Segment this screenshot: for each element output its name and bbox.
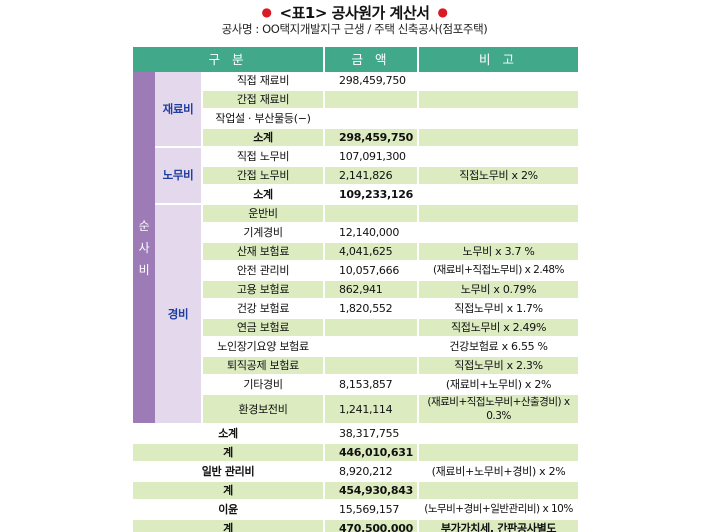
summary-amount: 446,010,631 bbox=[323, 444, 418, 463]
row-item: 기계경비 bbox=[201, 224, 324, 243]
row-amount bbox=[323, 91, 418, 110]
row-note: 직접노무비 x 2% bbox=[417, 167, 579, 186]
row-note: (재료비+노무비) x 2% bbox=[417, 376, 579, 395]
row-note: 노무비 x 3.7 % bbox=[417, 243, 579, 262]
summary-label: 일반 관리비 bbox=[133, 463, 324, 482]
section-expense: 경비 bbox=[155, 205, 201, 425]
row-note bbox=[417, 72, 579, 91]
direct-cost-char: 비 bbox=[138, 262, 150, 277]
row-note bbox=[417, 129, 579, 148]
direct-cost-char: 사 bbox=[138, 240, 150, 255]
cost-table: 구 분 금 액 비 고 순 사 비 재료비 직접 재료비 298,459,750… bbox=[133, 47, 579, 532]
row-amount: 8,153,857 bbox=[323, 376, 418, 395]
row-amount bbox=[323, 357, 418, 376]
row-item: 노인장기요양 보험료 bbox=[201, 338, 324, 357]
row-note: 직접노무비 x 2.49% bbox=[417, 319, 579, 338]
row-item: 기타경비 bbox=[201, 376, 324, 395]
row-note: (재료비+직접노무비) x 2.48% bbox=[417, 262, 579, 281]
row-amount: 12,140,000 bbox=[323, 224, 418, 243]
title-bullet-right-icon: ● bbox=[437, 5, 448, 19]
subtotal-amount: 109,233,126 bbox=[323, 186, 418, 205]
title-bullet-left-icon: ● bbox=[261, 5, 272, 19]
row-note bbox=[417, 148, 579, 167]
summary-label: 계 bbox=[133, 444, 324, 463]
row-item: 작업설 · 부산물등(−) bbox=[201, 110, 324, 129]
row-item: 간접 재료비 bbox=[201, 91, 324, 110]
row-item: 안전 관리비 bbox=[201, 262, 324, 281]
row-amount: 1,241,114 bbox=[323, 395, 418, 425]
row-item: 연금 보험료 bbox=[201, 319, 324, 338]
row-note bbox=[417, 110, 579, 129]
row-amount bbox=[323, 110, 418, 129]
row-amount: 107,091,300 bbox=[323, 148, 418, 167]
summary-label: 계 bbox=[133, 482, 324, 501]
summary-note bbox=[417, 482, 579, 501]
direct-cost-label: 순 사 비 bbox=[133, 72, 155, 425]
row-item: 간접 노무비 bbox=[201, 167, 324, 186]
row-note bbox=[417, 91, 579, 110]
row-item: 산재 보험료 bbox=[201, 243, 324, 262]
summary-amount: 454,930,843 bbox=[323, 482, 418, 501]
summary-amount: 470,500,000 bbox=[323, 520, 418, 532]
row-amount: 4,041,625 bbox=[323, 243, 418, 262]
summary-note bbox=[417, 444, 579, 463]
row-amount bbox=[323, 319, 418, 338]
summary-note: 부가가치세, 간판공사별도 bbox=[417, 520, 579, 532]
subtotal-amount: 298,459,750 bbox=[323, 129, 418, 148]
row-amount: 298,459,750 bbox=[323, 72, 418, 91]
summary-label: 소계 bbox=[133, 425, 324, 444]
row-item: 환경보전비 bbox=[201, 395, 324, 425]
row-note bbox=[417, 186, 579, 205]
row-note: 노무비 x 0.79% bbox=[417, 281, 579, 300]
row-item: 건강 보험료 bbox=[201, 300, 324, 319]
header-category: 구 분 bbox=[133, 47, 324, 72]
row-item: 고용 보험료 bbox=[201, 281, 324, 300]
table-header-row: 구 분 금 액 비 고 bbox=[133, 47, 579, 72]
row-note bbox=[417, 224, 579, 243]
section-labor: 노무비 bbox=[155, 148, 201, 205]
subtotal-label: 소계 bbox=[201, 186, 324, 205]
row-note: (재료비+직접노무비+산출경비) x 0.3% bbox=[417, 395, 579, 425]
direct-cost-char: 순 bbox=[138, 218, 150, 233]
document-title: ● <표1> 공사원가 계산서 ● bbox=[0, 2, 709, 22]
header-note: 비 고 bbox=[417, 47, 579, 72]
summary-amount: 15,569,157 bbox=[323, 501, 418, 520]
row-amount: 2,141,826 bbox=[323, 167, 418, 186]
row-amount bbox=[323, 205, 418, 224]
summary-amount: 38,317,755 bbox=[323, 425, 418, 444]
summary-label: 계 bbox=[133, 520, 324, 532]
row-amount: 10,057,666 bbox=[323, 262, 418, 281]
row-item: 직접 재료비 bbox=[201, 72, 324, 91]
section-material: 재료비 bbox=[155, 72, 201, 148]
summary-note: (재료비+노무비+경비) x 2% bbox=[417, 463, 579, 482]
row-amount: 862,941 bbox=[323, 281, 418, 300]
header-amount: 금 액 bbox=[323, 47, 418, 72]
summary-note bbox=[417, 425, 579, 444]
summary-amount: 8,920,212 bbox=[323, 463, 418, 482]
row-note bbox=[417, 205, 579, 224]
row-item: 운반비 bbox=[201, 205, 324, 224]
row-amount: 1,820,552 bbox=[323, 300, 418, 319]
row-item: 퇴직공제 보험료 bbox=[201, 357, 324, 376]
project-name: 공사명 : OO택지개발지구 근생 / 주택 신축공사(점포주택) bbox=[221, 22, 488, 36]
summary-label: 이윤 bbox=[133, 501, 324, 520]
row-item: 직접 노무비 bbox=[201, 148, 324, 167]
row-note: 건강보험료 x 6.55 % bbox=[417, 338, 579, 357]
row-amount bbox=[323, 338, 418, 357]
summary-note: (노무비+경비+일반관리비) x 10% bbox=[417, 501, 579, 520]
title-text: <표1> 공사원가 계산서 bbox=[279, 4, 430, 22]
row-note: 직접노무비 x 2.3% bbox=[417, 357, 579, 376]
subtotal-label: 소계 bbox=[201, 129, 324, 148]
row-note: 직접노무비 x 1.7% bbox=[417, 300, 579, 319]
